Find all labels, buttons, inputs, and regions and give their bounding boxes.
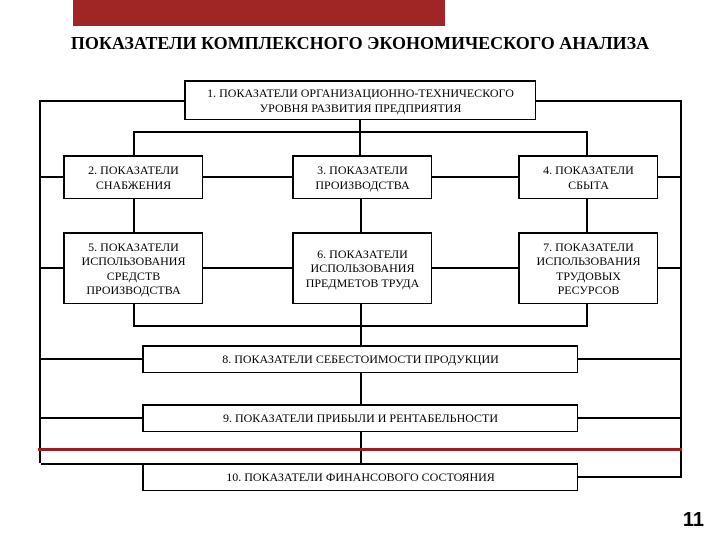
box-org-tech-level: 1. ПОКАЗАТЕЛИ ОРГАНИЗАЦИОННО-ТЕХНИЧЕСКОГ… xyxy=(184,80,536,120)
slide: ПОКАЗАТЕЛИ КОМПЛЕКСНОГО ЭКОНОМИЧЕСКОГО А… xyxy=(0,0,720,540)
connector-line xyxy=(133,131,135,155)
accent-underline xyxy=(38,448,682,451)
connector-line xyxy=(360,304,362,326)
connector-line xyxy=(39,100,184,102)
box-cost: 8. ПОКАЗАТЕЛИ СЕБЕСТОИМОСТИ ПРОДУКЦИИ xyxy=(142,345,578,373)
box-financial-state: 10. ПОКАЗАТЕЛИ ФИНАНСОВОГО СОСТОЯНИЯ xyxy=(142,463,578,491)
box-labor-usage: 7. ПОКАЗАТЕЛИ ИСПОЛЬЗОВАНИЯ ТРУДОВЫХ РЕС… xyxy=(518,232,658,304)
connector-line xyxy=(39,267,63,269)
connector-line xyxy=(432,267,518,269)
connector-line xyxy=(360,373,362,404)
connector-line xyxy=(586,199,588,232)
box-supply: 2. ПОКАЗАТЕЛИ СНАБЖЕНИЯ xyxy=(63,155,203,199)
box-profit: 9. ПОКАЗАТЕЛИ ПРИБЫЛИ И РЕНТАБЕЛЬНОСТИ xyxy=(142,404,578,432)
connector-line xyxy=(578,417,681,419)
box-sales: 4. ПОКАЗАТЕЛИ СБЫТА xyxy=(518,155,658,199)
connector-line xyxy=(39,100,41,463)
slide-title: ПОКАЗАТЕЛИ КОМПЛЕКСНОГО ЭКОНОМИЧЕСКОГО А… xyxy=(0,33,720,54)
connector-line xyxy=(578,358,681,360)
connector-line xyxy=(39,176,63,178)
connector-line xyxy=(39,417,142,419)
connector-line xyxy=(432,176,518,178)
connector-line xyxy=(203,267,292,269)
box-production: 3. ПОКАЗАТЕЛИ ПРОИЗВОДСТВА xyxy=(292,155,432,199)
connector-line xyxy=(578,476,682,478)
accent-top-bar xyxy=(73,0,445,26)
connector-line xyxy=(360,199,362,232)
connector-line xyxy=(133,131,587,133)
connector-line xyxy=(680,100,682,478)
connector-line xyxy=(586,131,588,155)
connector-line xyxy=(133,199,135,232)
connector-line xyxy=(41,463,142,465)
connector-line xyxy=(586,304,588,326)
connector-line xyxy=(39,358,142,360)
page-number: 11 xyxy=(683,509,704,532)
connector-line xyxy=(359,120,361,155)
box-means-usage: 5. ПОКАЗАТЕЛИ ИСПОЛЬЗОВАНИЯ СРЕДСТВ ПРОИ… xyxy=(63,232,203,304)
connector-line xyxy=(133,304,135,326)
connector-line xyxy=(658,267,682,269)
box-objects-usage: 6. ПОКАЗАТЕЛИ ИСПОЛЬЗОВАНИЯ ПРЕДМЕТОВ ТР… xyxy=(292,232,432,304)
connector-line xyxy=(360,326,362,345)
connector-line xyxy=(203,176,292,178)
connector-line xyxy=(536,100,681,102)
connector-line xyxy=(658,176,682,178)
